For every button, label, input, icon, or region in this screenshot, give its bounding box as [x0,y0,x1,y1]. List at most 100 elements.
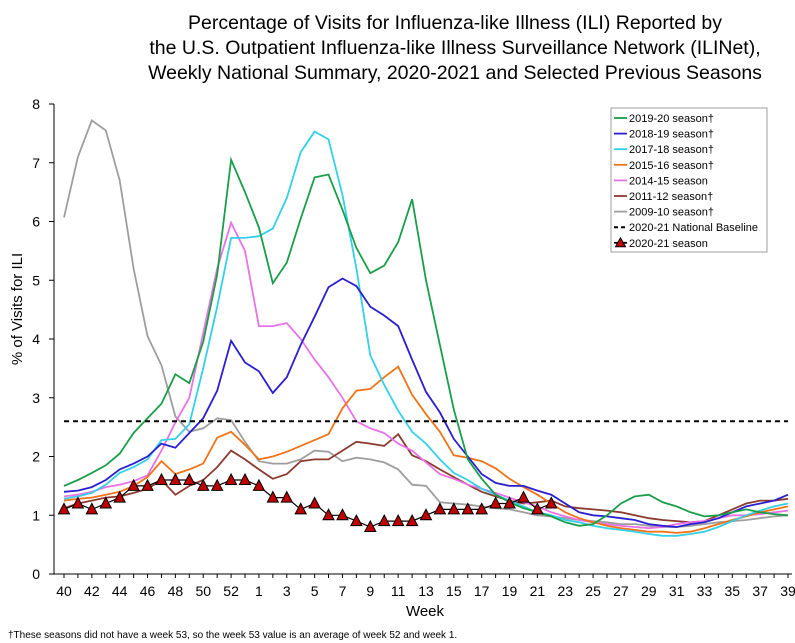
legend-label: 2019-20 season† [629,113,714,125]
x-tick-label: 48 [168,583,184,599]
y-tick-label: 4 [32,331,40,347]
x-tick-label: 46 [140,583,156,599]
series-point [544,496,558,509]
x-tick-label: 37 [752,583,768,599]
series-point [294,502,308,515]
chart-title-line: Percentage of Visits for Influenza-like … [188,12,722,34]
y-tick-label: 8 [32,96,40,112]
x-tick-label: 27 [613,583,629,599]
legend-label: 2020-21 National Baseline [629,222,758,234]
y-axis: 0 1 2 3 4 5 6 7 8 [32,96,55,582]
series-point [127,478,140,491]
series-point [224,472,238,485]
legend-label: 2018-19 season† [629,129,714,141]
legend-label: 2017-18 season† [629,144,714,156]
y-tick-label: 5 [32,272,40,288]
legend-label: 2014-15 season [629,175,708,187]
series-point [99,496,113,509]
x-tick-label: 3 [283,583,291,599]
y-tick-label: 3 [32,390,40,406]
x-tick-label: 15 [446,583,462,599]
series-point [350,514,363,527]
x-tick-label: 9 [366,583,374,599]
x-tick-label: 19 [502,583,518,599]
legend-label: 2020-21 season [629,238,708,250]
y-tick-label: 7 [32,155,40,171]
series-point [517,490,530,503]
series-line [63,432,789,524]
series-point [363,519,377,532]
legend-marker [614,236,627,248]
series-point [531,502,544,515]
x-tick-label: 33 [697,583,713,599]
x-tick-label: 13 [418,583,434,599]
y-tick-label: 1 [32,507,40,523]
legend-label: 2011-12 season† [629,191,713,203]
x-tick-label: 5 [311,583,319,599]
series-point [336,508,349,521]
series-point [475,502,489,515]
x-axis-title: Week [406,603,445,620]
series-point [377,514,391,527]
series-line [63,156,789,527]
series-point [113,490,127,503]
plot-area [57,118,789,537]
y-tick-label: 2 [32,449,40,465]
y-tick-label: 6 [32,214,40,230]
series-point [266,490,280,503]
legend-label: 2009-10 season† [629,207,714,219]
series-point [461,502,475,515]
x-tick-label: 29 [641,583,657,599]
x-tick-label: 23 [557,583,573,599]
series-point [405,514,419,527]
series-line [63,365,789,534]
x-tick-label: 40 [56,583,72,599]
series-line [63,130,789,537]
x-tick-label: 31 [669,583,685,599]
chart-title-line: Weekly National Summary, 2020-2021 and S… [148,62,762,84]
x-tick-label: 44 [112,583,128,599]
series-point [71,496,85,509]
chart-title-line: the U.S. Outpatient Influenza-like Illne… [149,37,760,59]
series-point [85,502,99,515]
series-point [210,478,224,491]
series-point [169,472,182,485]
chart-title: Percentage of Visits for Influenza-like … [148,12,762,84]
y-axis-title: % of Visits for ILI [9,253,26,365]
series-point [196,478,210,491]
legend: 2019-20 season† 2018-19 season† 2017-18 se… [610,107,768,253]
x-tick-label: 39 [780,583,795,599]
y-tick-label: 0 [32,566,40,582]
x-axis: 40 42 44 46 48 50 52 1 3 5 7 9 11 13 15 17 19 21 23 25 27 29 3… [54,573,795,599]
x-tick-label: 42 [84,583,100,599]
x-tick-label: 35 [725,583,741,599]
x-tick-label: 1 [255,583,263,599]
series-point [419,508,433,521]
series-point [308,496,321,509]
x-tick-label: 50 [195,583,211,599]
series-point [141,478,154,491]
series-point [503,496,516,509]
series-point [252,478,266,491]
x-tick-label: 25 [585,583,601,599]
series-point [155,472,168,485]
series-point [322,508,335,521]
series-line [63,277,789,528]
series-point [447,502,461,515]
series-point [280,490,294,503]
x-tick-label: 52 [223,583,239,599]
series-point [433,502,447,515]
series-point [57,502,71,515]
series-point [489,496,502,509]
x-tick-label: 11 [391,583,406,599]
legend-box [610,107,768,253]
x-tick-label: 7 [339,583,347,599]
x-tick-label: 17 [474,583,490,599]
series-point [182,472,196,485]
series-point [391,514,405,527]
legend-label: 2015-16 season† [629,160,714,172]
footnote: †These seasons did not have a week 53, s… [8,630,457,641]
x-tick-label: 21 [530,583,546,599]
series-point [238,472,252,485]
